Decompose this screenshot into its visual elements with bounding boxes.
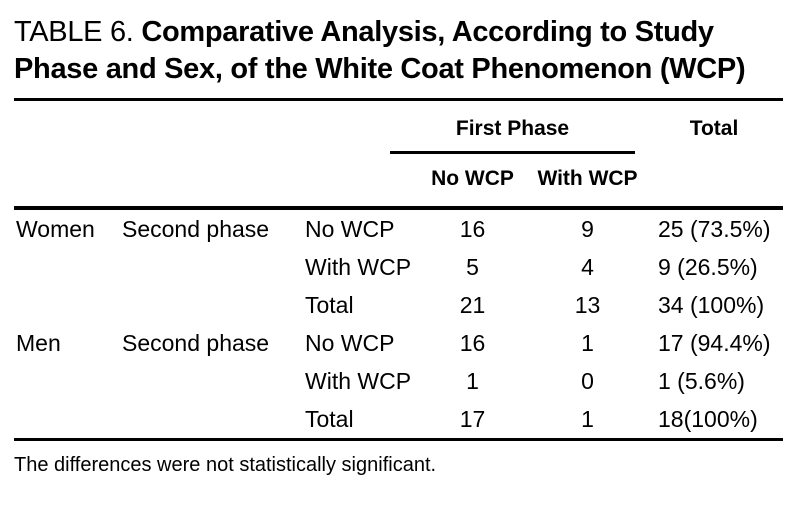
- cell-no-wcp: 5: [466, 253, 479, 280]
- cell-no-wcp: 1: [466, 367, 479, 394]
- wcp-comparison-table: First Phase Total No WCP With WCP Women …: [14, 98, 783, 441]
- cell-total: 1 (5.6%): [658, 367, 745, 394]
- cell-with-wcp: 0: [581, 367, 594, 394]
- cell-no-wcp: 17: [459, 405, 486, 432]
- table-row: Total 21 13 34 (100%): [14, 286, 783, 324]
- cell-sex: Women: [16, 215, 95, 242]
- first-phase-header: First Phase: [390, 117, 635, 154]
- cell-no-wcp: 21: [459, 291, 486, 318]
- cell-phase: [122, 400, 305, 440]
- table-title-line2: Phase and Sex, of the White Coat Phenome…: [14, 53, 746, 85]
- cell-total: 9 (26.5%): [658, 253, 758, 280]
- table-number-label: TABLE 6.: [14, 16, 134, 48]
- cell-no-wcp: 16: [459, 329, 486, 356]
- cell-with-wcp: 1: [581, 405, 594, 432]
- cell-phase: [122, 362, 305, 400]
- no-wcp-header: No WCP: [415, 154, 530, 210]
- cell-with-wcp: 4: [581, 253, 594, 280]
- table-body: Women Second phase No WCP 16 9 25 (73.5%…: [14, 208, 783, 440]
- cell-category: Total: [305, 291, 354, 318]
- cell-total: 25 (73.5%): [658, 215, 771, 242]
- first-phase-spanner-cell: First Phase: [390, 100, 645, 154]
- table-row: Women Second phase No WCP 16 9 25 (73.5%…: [14, 208, 783, 248]
- cell-with-wcp: 9: [581, 215, 594, 242]
- cell-with-wcp: 13: [574, 291, 601, 318]
- table-row: Men Second phase No WCP 16 1 17 (94.4%): [14, 324, 783, 362]
- table-title-line1: Comparative Analysis, According to Study: [141, 16, 714, 48]
- table-row: With WCP 5 4 9 (26.5%): [14, 248, 783, 286]
- cell-total: 18(100%): [658, 405, 758, 432]
- cell-phase: Second phase: [122, 329, 270, 356]
- cell-phase: [122, 286, 305, 324]
- empty-header-cell: [645, 154, 783, 210]
- cell-sex: [14, 400, 122, 440]
- table-row: With WCP 1 0 1 (5.6%): [14, 362, 783, 400]
- cell-total: 34 (100%): [658, 291, 765, 318]
- cell-no-wcp: 16: [459, 215, 486, 242]
- cell-sex: [14, 286, 122, 324]
- spanner-header-row: First Phase Total: [14, 100, 783, 155]
- cell-category: No WCP: [305, 329, 395, 356]
- sub-header-row: No WCP With WCP: [14, 154, 783, 210]
- empty-header-cell: [14, 100, 415, 155]
- cell-with-wcp: 1: [581, 329, 594, 356]
- table-footnote: The differences were not statistically s…: [14, 454, 437, 476]
- cell-sex: [14, 248, 122, 286]
- table-title: TABLE 6. Comparative Analysis, According…: [14, 14, 783, 88]
- cell-category: With WCP: [305, 367, 412, 394]
- table-header: First Phase Total No WCP With WCP: [14, 100, 783, 210]
- cell-phase: Second phase: [122, 215, 270, 242]
- cell-sex: Men: [16, 329, 61, 356]
- cell-sex: [14, 362, 122, 400]
- total-header: Total: [689, 117, 739, 140]
- with-wcp-header: With WCP: [530, 154, 645, 210]
- table-row: Total 17 1 18(100%): [14, 400, 783, 440]
- empty-header-cell: [14, 154, 415, 210]
- cell-category: Total: [305, 405, 354, 432]
- cell-phase: [122, 248, 305, 286]
- cell-category: No WCP: [305, 215, 395, 242]
- cell-total: 17 (94.4%): [658, 329, 771, 356]
- cell-category: With WCP: [305, 253, 412, 280]
